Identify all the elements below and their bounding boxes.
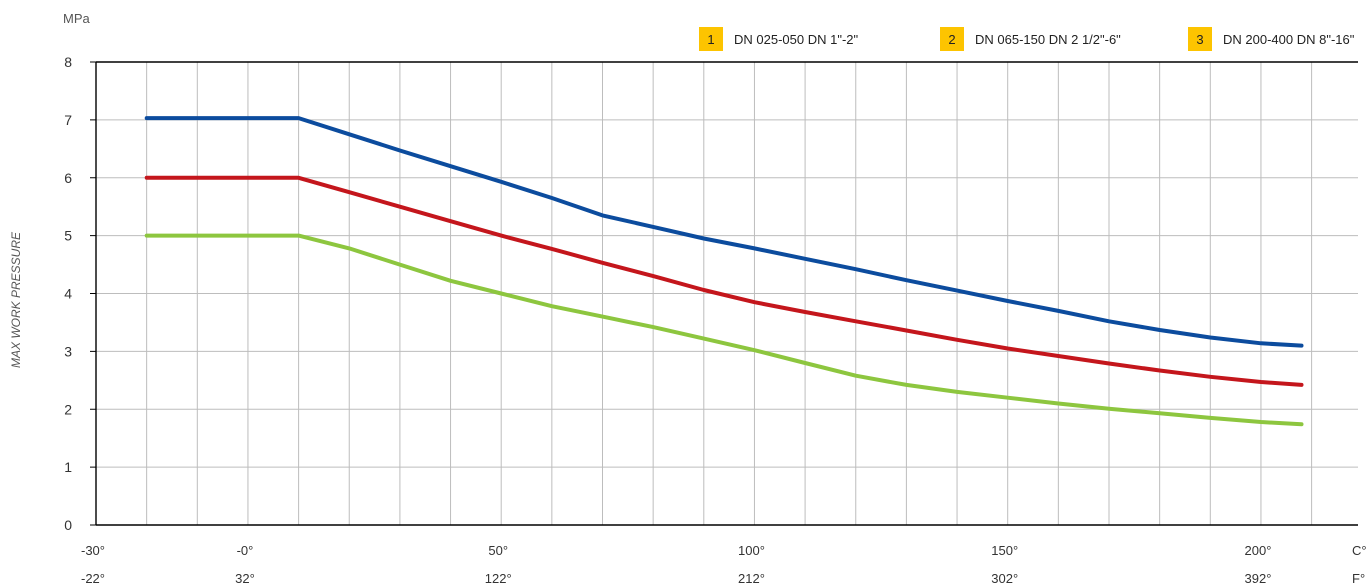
- x-tick-label-celsius: 150°: [991, 543, 1018, 558]
- x-tick-label-celsius: 50°: [488, 543, 508, 558]
- x-tick-label-fahrenheit: 392°: [1245, 571, 1272, 586]
- legend-badge-3: [1188, 27, 1212, 51]
- y-tick-label: 4: [64, 286, 72, 302]
- x-tick-label-celsius: 200°: [1245, 543, 1272, 558]
- y-axis-ticks: 0 1 2 3 4 5 6 7 8: [64, 54, 96, 533]
- legend-item-3: 3 DN 200-400 DN 8"-16": [1188, 27, 1355, 51]
- legend-num-2: 2: [948, 32, 955, 47]
- x-tick-label-fahrenheit: 212°: [738, 571, 765, 586]
- legend-badge-1: [699, 27, 723, 51]
- legend-item-1: 1 DN 025-050 DN 1"-2": [699, 27, 859, 51]
- x-tick-label-fahrenheit: 32°: [235, 571, 255, 586]
- x-tick-label-celsius: 100°: [738, 543, 765, 558]
- legend-badge-2: [940, 27, 964, 51]
- x-tick-label-fahrenheit: 302°: [991, 571, 1018, 586]
- y-tick-label: 2: [64, 401, 72, 417]
- y-tick-label: 6: [64, 170, 72, 186]
- y-unit-label: MPa: [63, 11, 91, 26]
- legend-label-1: DN 025-050 DN 1"-2": [734, 32, 859, 47]
- y-tick-label: 7: [64, 112, 72, 128]
- x-axis-ticks: -30° -0° 50° 100° 150° 200° -22° 32° 122° 212° 302…: [81, 543, 1271, 586]
- x-tick-label-fahrenheit: -22°: [81, 571, 105, 586]
- series-line-2: [144, 175, 1304, 387]
- y-tick-label: 1: [64, 459, 72, 475]
- x-unit-celsius: C°: [1352, 543, 1367, 558]
- x-tick-label-celsius: -30°: [81, 543, 105, 558]
- grid: [96, 62, 1358, 525]
- legend-label-3: DN 200-400 DN 8"-16": [1223, 32, 1355, 47]
- legend-item-2: 2 DN 065-150 DN 2 1/2"-6": [940, 27, 1121, 51]
- x-tick-label-celsius: -0°: [237, 543, 254, 558]
- x-unit-fahrenheit: F°: [1352, 571, 1365, 586]
- y-tick-label: 5: [64, 228, 72, 244]
- legend-label-2: DN 065-150 DN 2 1/2"-6": [975, 32, 1121, 47]
- legend: 1 DN 025-050 DN 1"-2" 2 DN 065-150 DN 2 …: [699, 27, 1355, 51]
- y-tick-label: 8: [64, 54, 72, 70]
- y-tick-label: 0: [64, 517, 72, 533]
- legend-num-3: 3: [1196, 32, 1203, 47]
- series-line-1: [144, 116, 1304, 348]
- y-tick-label: 3: [64, 343, 72, 359]
- series-line-3: [144, 233, 1304, 427]
- legend-num-1: 1: [707, 32, 714, 47]
- x-tick-label-fahrenheit: 122°: [485, 571, 512, 586]
- y-axis-title: MAX WORK PRESSURE: [9, 231, 23, 368]
- series-lines: [144, 116, 1304, 427]
